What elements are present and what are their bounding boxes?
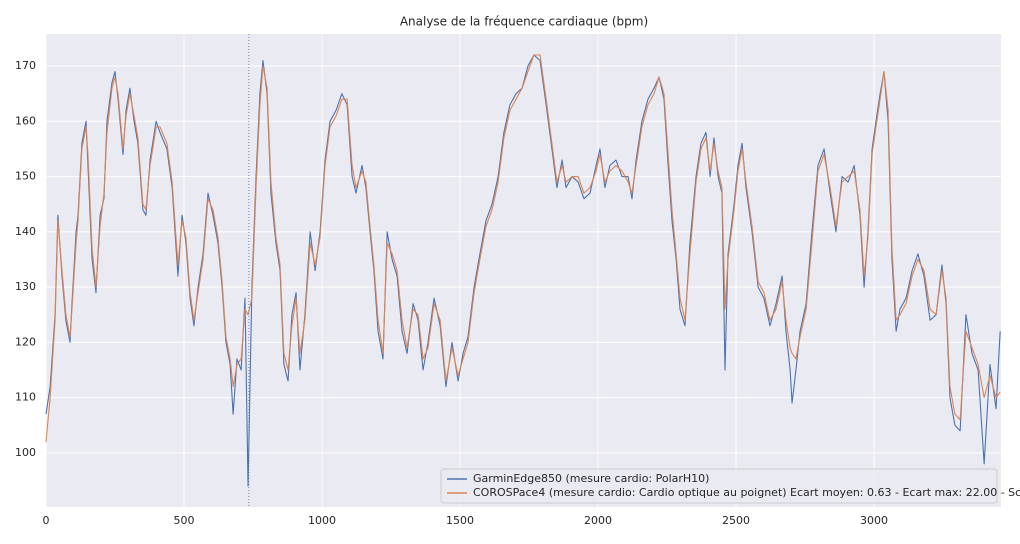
legend-box (440, 468, 998, 504)
y-tick-label: 150 (15, 170, 36, 183)
y-tick-label: 130 (15, 280, 36, 293)
chart-title: Analyse de la fréquence cardiaque (bpm) (400, 15, 648, 29)
y-tick-label: 170 (15, 59, 36, 72)
x-tick-label: 500 (174, 514, 195, 527)
y-tick-label: 110 (15, 391, 36, 404)
y-tick-label: 140 (15, 225, 36, 238)
grid (45, 34, 1001, 507)
x-tick-label: 3000 (860, 514, 888, 527)
y-tick-label: 160 (15, 114, 36, 127)
legend: GarminEdge850 (mesure cardio: PolarH10)C… (440, 468, 1020, 504)
x-tick-label: 0 (43, 514, 50, 527)
legend-label: COROSPace4 (mesure cardio: Cardio optiqu… (473, 486, 1020, 499)
legend-label: GarminEdge850 (mesure cardio: PolarH10) (473, 472, 709, 485)
plot-area (46, 34, 1001, 507)
lines (45, 34, 1001, 507)
series-line (45, 54, 1001, 442)
x-tick-label: 1500 (446, 514, 474, 527)
x-tick-label: 2000 (584, 514, 612, 527)
y-tick-label: 100 (15, 446, 36, 459)
x-tick-label: 2500 (722, 514, 750, 527)
series-line (45, 54, 1001, 487)
y-tick-label: 120 (15, 335, 36, 348)
x-tick-label: 1000 (308, 514, 336, 527)
